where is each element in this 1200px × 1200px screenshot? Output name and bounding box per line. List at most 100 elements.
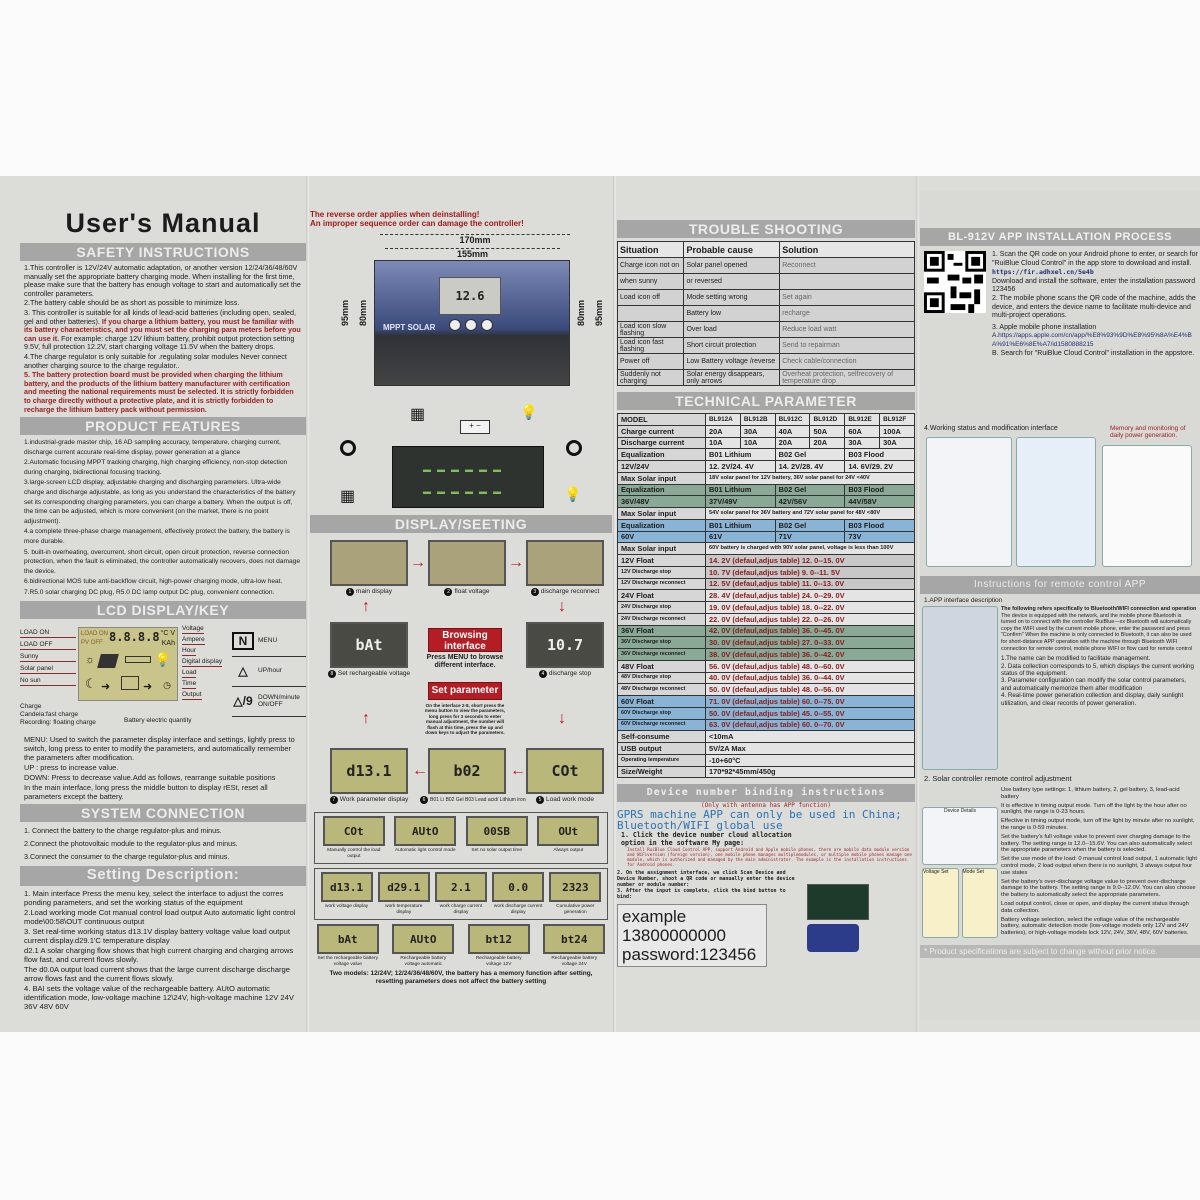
equalization-value: 42V/56V — [774, 495, 846, 508]
battery-type: B03 Flood — [844, 518, 915, 532]
voltage-label: 48V Discharge reconnect — [617, 683, 706, 696]
arrow-icon: → — [508, 554, 524, 571]
table-row: 12V/24V 12. 2V/24. 4V 14. 2V/28. 4V 14. 6V/… — [617, 460, 915, 473]
step-caption: 1 main display — [322, 588, 416, 596]
app-feature-point: 3. Parameter configuration can modify th… — [1001, 677, 1187, 692]
moon-icon: ☾ — [85, 675, 97, 691]
step-label: main display — [355, 588, 393, 595]
voltage-label: 24V Discharge reconnect — [617, 612, 706, 626]
fold-line — [306, 176, 309, 1032]
controller-buttons — [449, 319, 493, 331]
example-credentials: example 13800000000 password:123456 — [617, 904, 767, 968]
battery-icon — [121, 675, 139, 690]
key-item: N MENU — [232, 627, 306, 657]
table-row: Equalization B01 Lithium B02 Gel B03 Flood — [617, 448, 915, 461]
binding-step-2: 2. On the assignment interface, we click… — [617, 870, 795, 889]
key-description: MENU: Used to switch the parameter displ… — [20, 735, 306, 801]
mode-screen: 0.0 — [492, 872, 545, 902]
adjust-item: Effective in timing output mode, turn of… — [1001, 818, 1195, 831]
mode-label: Always output — [553, 848, 584, 853]
mode-label: Automatic light control mode — [394, 848, 456, 853]
lcd-screen-step — [526, 540, 604, 586]
voltage-label: 36V Float — [617, 624, 706, 638]
system-list: 1. Connect the battery to the charge reg… — [20, 825, 306, 863]
voltage-value: 38. 0V (defaul,adjus table) 36. 0--42. 0… — [705, 648, 915, 661]
app-step-3a: A. — [992, 332, 999, 340]
trouble-cell: Check cable/connection — [779, 353, 915, 370]
display-flow: Browsing interface Press MENU to browse … — [310, 536, 612, 812]
mode-screen: d13.1 — [320, 872, 373, 902]
table-row: 12V Discharge reconnect 12. 5V (defaul,ad… — [617, 577, 915, 591]
trouble-cell: Set again — [779, 289, 915, 306]
features-list: 1.industrial-grade master chip, 16 AD sa… — [20, 438, 306, 598]
lcd-digits: 8.8.8.8 — [109, 629, 160, 644]
dimension-80-left: 80mm — [358, 299, 369, 327]
tech-header: TECHNICAL PARAMETER — [617, 392, 915, 410]
app-install-header: BL-912V APP INSTALLATION PROCESS — [920, 228, 1200, 246]
dimension-170: 170mm — [380, 234, 570, 245]
remote-app-section: The following refers specifically to Blu… — [920, 604, 1200, 772]
equalization-value: 14. 2V/28. 4V — [774, 460, 846, 473]
battery-bar-icon — [125, 655, 151, 663]
controller-button-menu[interactable] — [449, 319, 461, 331]
misc-label: Self-consume — [617, 730, 706, 743]
android-download-link[interactable]: https://fir.adhxel.cn/5e4b — [992, 268, 1094, 277]
app-screenshot-device — [922, 606, 998, 770]
mode-item: 2323 Cumulative power generation — [549, 872, 602, 916]
table-row: 60V Discharge stop 50. 0V (defaul,adjus t… — [617, 706, 915, 720]
panel-app: BL-912V APP INSTALLATION PROCESS 1. Scan… — [920, 190, 1200, 1020]
bulb-icon: 💡 — [520, 404, 538, 420]
voltage-value: 14. 2V (defaul,adjus table) 12. 0--15. 0… — [705, 554, 915, 567]
terminal-row: ▬▬▬▬▬▬ — [423, 465, 507, 474]
arrow-icon: ← — [412, 762, 428, 779]
apple-download-link[interactable]: https://apps.apple.com/cn/app/%E8%93%9D%… — [992, 332, 1192, 348]
table-row: Equalization B01 Lithium B02 Gel B03 Flood — [617, 518, 915, 532]
app-screen-mode-set: Mode Set — [961, 868, 998, 938]
arrow-icon: ← — [510, 762, 526, 779]
lcd-screen-step: b02 — [428, 748, 506, 794]
set-parameter-note: On the interface 2-8, short press the me… — [424, 703, 506, 736]
controller-button-up[interactable] — [465, 319, 477, 331]
mode-screen: AUtO — [394, 816, 457, 846]
equalization-label: Equalization — [617, 518, 706, 532]
trouble-cell: Charge icon not on — [617, 257, 685, 274]
system-step: 2.Connect the photovoltaic module to the… — [24, 838, 238, 848]
memory-note: Memory and monitoring of daily power gen… — [1110, 425, 1186, 439]
charge-label: Charge current — [617, 424, 706, 438]
trouble-cell — [779, 273, 915, 290]
voltage-label: 12V Discharge reconnect — [617, 577, 706, 591]
app-screenshot — [807, 884, 869, 921]
lcd-label-left: LOAD ON — [20, 629, 76, 638]
equalization-voltage-label: 12V/24V — [617, 460, 706, 473]
safety-text: 4.The charge regulator is only suitable … — [24, 351, 287, 370]
lcd-units: °C V — [160, 629, 175, 637]
controller-lcd: 12.6 — [439, 277, 501, 315]
adjust-item: Set the battery's full voltage value to … — [1001, 833, 1192, 854]
adjust-item: Set the battery's over-discharge voltage… — [1001, 878, 1196, 899]
mode-screen: 2323 — [549, 872, 602, 902]
technical-parameter-table: MODEL BL912A BL912B BL912C BL912D BL912E BL912… — [617, 413, 915, 779]
adjust-item: Battery voltage selection, select the vo… — [1001, 916, 1189, 937]
step-caption: 4 discharge stop — [518, 670, 612, 678]
two-models-note: Two models: 12/24V; 12/24/36/48/60V, the… — [329, 970, 593, 985]
app-screenshot-status — [926, 437, 1012, 567]
controller-button-down[interactable] — [481, 319, 493, 331]
bluetooth-title: The following refers specifically to Blu… — [1001, 606, 1197, 612]
step-caption: 2 float voltage — [420, 588, 514, 596]
dc-plug-icon — [340, 440, 356, 456]
panel-specs: TROUBLE SHOOTING Situation Probable cause… — [617, 190, 915, 1020]
battery-type: B02 Gel — [774, 518, 846, 532]
binding-subtitle: (Only with antenna has APP function) — [700, 802, 832, 810]
trouble-cell — [617, 305, 685, 322]
step-number-icon: 5 — [535, 796, 544, 804]
table-row: 36V Discharge stop 30. 0V (defaul,adjus t… — [617, 636, 915, 649]
trouble-cell: when sunny — [617, 273, 685, 290]
lcd-label-right: Digital display — [182, 657, 223, 667]
mode-label: Set no solar output time — [471, 848, 523, 853]
lcd-pv-off: PV OFF — [81, 639, 103, 646]
table-row: Max Solar input 54V solar panel for 36V b… — [617, 507, 915, 520]
arrow-icon: ↓ — [558, 598, 566, 615]
equalization-label: Equalization — [617, 483, 706, 497]
lcd-screen-step: d13.1 — [330, 748, 408, 794]
trouble-cell: Short circuit protection — [683, 337, 781, 354]
